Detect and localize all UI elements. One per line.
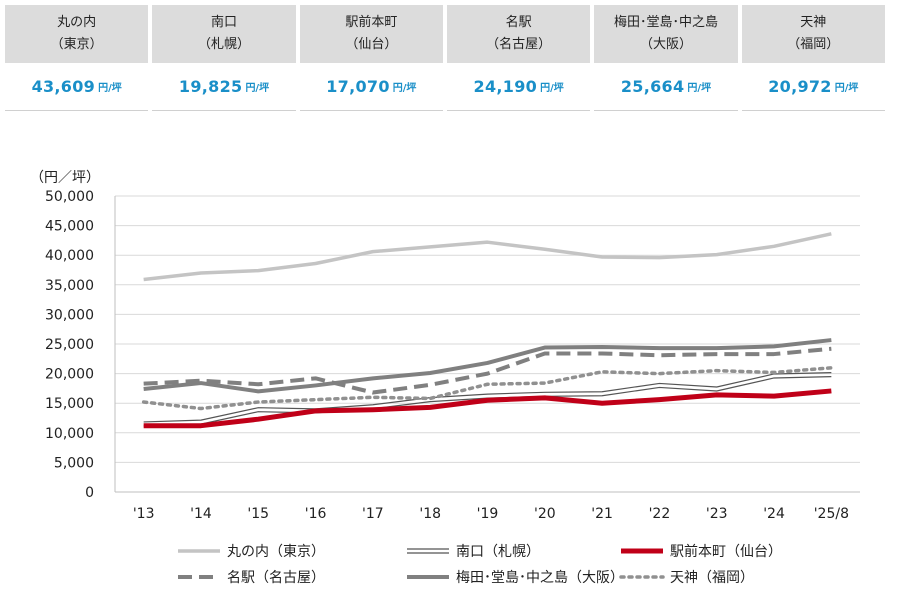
area-name: 梅田･堂島･中之島 bbox=[613, 15, 718, 30]
city-name: （大阪） bbox=[639, 37, 692, 52]
y-tick-label: 0 bbox=[85, 485, 94, 501]
city-name: （東京） bbox=[50, 37, 103, 52]
rent-value: 17,070 bbox=[326, 77, 390, 96]
x-tick-label: '19 bbox=[477, 506, 499, 522]
x-tick-label: '20 bbox=[534, 506, 556, 522]
area-name: 丸の内 bbox=[57, 15, 97, 30]
series-line bbox=[143, 388, 832, 429]
x-tick-label: '15 bbox=[247, 506, 269, 522]
area-name: 天神 bbox=[800, 15, 827, 30]
series-line bbox=[143, 346, 832, 395]
x-tick-label: '17 bbox=[362, 506, 384, 522]
y-tick-label: 50,000 bbox=[45, 189, 94, 205]
y-tick-label: 5,000 bbox=[54, 455, 94, 471]
area-name: 名駅 bbox=[505, 15, 532, 30]
rent-unit: 円/坪 bbox=[834, 83, 859, 94]
city-name: （札幌） bbox=[197, 37, 250, 52]
legend-label: 名駅（名古屋） bbox=[227, 570, 325, 586]
y-tick-label: 30,000 bbox=[45, 307, 94, 323]
rent-unit: 円/坪 bbox=[687, 83, 712, 94]
y-tick-label: 20,000 bbox=[45, 367, 94, 383]
summary-cell: 梅田･堂島･中之島 （大阪） 25,664 円/坪 bbox=[594, 5, 738, 111]
summary-cell: 駅前本町 （仙台） 17,070 円/坪 bbox=[299, 5, 443, 111]
summary-table: 丸の内 （東京） 43,609 円/坪 南口 （札幌） 19,825 円/坪 駅前本… bbox=[5, 5, 885, 111]
y-tick-label: 25,000 bbox=[45, 337, 94, 353]
y-tick-label: 40,000 bbox=[45, 248, 94, 264]
series-lines bbox=[141, 232, 834, 429]
summary-value: 43,609 円/坪 bbox=[5, 63, 149, 111]
area-name: 駅前本町 bbox=[345, 15, 398, 30]
rent-value: 24,190 bbox=[473, 77, 538, 96]
legend: 丸の内（東京） 南口（札幌） 駅前本町（仙台） 名駅（名古屋） 梅田･堂島･中之島（大阪… bbox=[178, 543, 782, 586]
summary-value: 24,190 円/坪 bbox=[446, 63, 591, 111]
y-axis-label: （円／坪） bbox=[30, 170, 100, 186]
legend-label: 駅前本町（仙台） bbox=[670, 543, 782, 560]
rent-value: 25,664 bbox=[620, 77, 685, 96]
series-line bbox=[143, 338, 832, 394]
grid-lines bbox=[114, 195, 860, 493]
rent-unit: 円/坪 bbox=[392, 83, 417, 94]
summary-cell: 名駅 （名古屋） 24,190 円/坪 bbox=[446, 5, 591, 111]
x-tick-label: '24 bbox=[763, 506, 785, 522]
x-tick-label: '13 bbox=[133, 506, 155, 522]
summary-cell: 天神 （福岡） 20,972 円/坪 bbox=[741, 5, 885, 111]
rent-value: 43,609 bbox=[31, 77, 96, 96]
summary-header: 南口 （札幌） bbox=[152, 5, 296, 63]
summary-header: 駅前本町 （仙台） bbox=[299, 5, 443, 63]
summary-header: 梅田･堂島･中之島 （大阪） bbox=[594, 5, 738, 63]
y-tick-labels: 0 5,000 10,000 15,000 20,000 25,000 30,000 35,0… bbox=[45, 189, 94, 501]
y-tick-label: 15,000 bbox=[45, 396, 94, 412]
legend-label: 梅田･堂島･中之島（大阪） bbox=[456, 570, 624, 586]
legend-label: 天神（福岡） bbox=[670, 570, 754, 586]
x-tick-label: '14 bbox=[190, 506, 212, 522]
summary-header: 丸の内 （東京） bbox=[5, 5, 149, 63]
city-name: （福岡） bbox=[787, 37, 840, 52]
area-name: 南口 bbox=[210, 15, 237, 30]
summary-header: 名駅 （名古屋） bbox=[446, 5, 591, 63]
x-tick-label: '23 bbox=[706, 506, 728, 522]
summary-value: 17,070 円/坪 bbox=[299, 63, 443, 111]
rent-value: 19,825 bbox=[178, 77, 243, 96]
summary-value: 19,825 円/坪 bbox=[152, 63, 296, 111]
series-line bbox=[143, 372, 832, 423]
series-line bbox=[141, 366, 834, 411]
y-tick-label: 45,000 bbox=[45, 219, 94, 235]
summary-header: 天神 （福岡） bbox=[741, 5, 885, 63]
x-tick-label: '18 bbox=[419, 506, 441, 522]
rent-value: 20,972 bbox=[768, 77, 832, 96]
x-tick-label: '25/8 bbox=[814, 506, 849, 522]
y-tick-label: 35,000 bbox=[45, 278, 94, 294]
summary-cell: 南口 （札幌） 19,825 円/坪 bbox=[152, 5, 296, 111]
legend-label: 丸の内（東京） bbox=[227, 544, 325, 560]
rent-unit: 円/坪 bbox=[245, 83, 270, 94]
city-name: （名古屋） bbox=[486, 37, 552, 52]
city-name: （仙台） bbox=[345, 37, 398, 52]
y-tick-label: 10,000 bbox=[45, 426, 94, 442]
summary-value: 20,972 円/坪 bbox=[741, 63, 885, 111]
legend-label: 南口（札幌） bbox=[456, 544, 540, 560]
rent-unit: 円/坪 bbox=[98, 83, 122, 94]
x-tick-label: '21 bbox=[591, 506, 613, 522]
series-line bbox=[143, 232, 832, 282]
x-tick-labels: '13 '14 '15 '16 '17 '18 '19 '20 '21 '22 '23 '24 '25/… bbox=[133, 506, 849, 522]
summary-cell: 丸の内 （東京） 43,609 円/坪 bbox=[5, 5, 149, 111]
x-tick-label: '16 bbox=[305, 506, 327, 522]
rent-unit: 円/坪 bbox=[540, 83, 564, 94]
summary-value: 25,664 円/坪 bbox=[594, 63, 738, 111]
x-tick-label: '22 bbox=[649, 506, 671, 522]
